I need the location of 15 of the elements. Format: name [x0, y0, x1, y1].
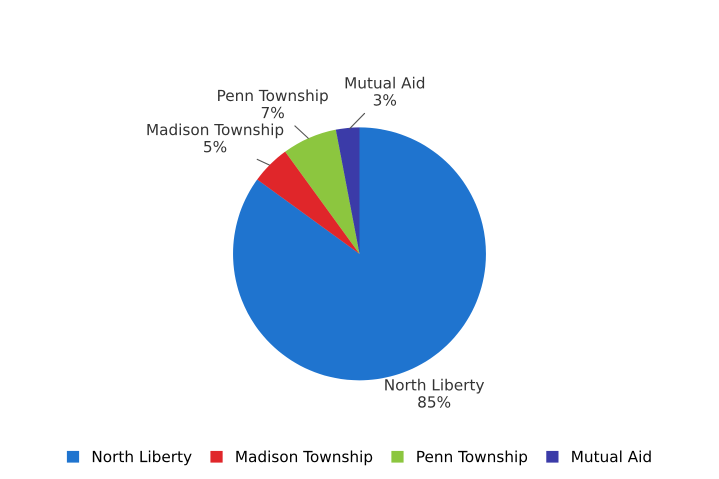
pie-slice — [285, 130, 360, 254]
data-label: 7% — [262, 106, 284, 118]
slice-label: Penn Township — [218, 89, 328, 104]
slice-label: Madison Township — [147, 123, 284, 138]
legend-label: Madison Township — [236, 450, 372, 466]
legend-label: Mutual Aid — [572, 450, 651, 462]
legend-label: North Liberty — [92, 450, 192, 466]
legend-label: Penn Township — [417, 450, 528, 466]
pie-slice — [257, 152, 360, 254]
slice-label: North Liberty — [385, 378, 484, 394]
data-label: 85% — [418, 396, 450, 408]
data-label: 5% — [204, 140, 226, 152]
data-label: 3% — [374, 94, 396, 106]
slice-label: Mutual Aid — [346, 76, 424, 89]
pie-slice — [336, 127, 360, 254]
